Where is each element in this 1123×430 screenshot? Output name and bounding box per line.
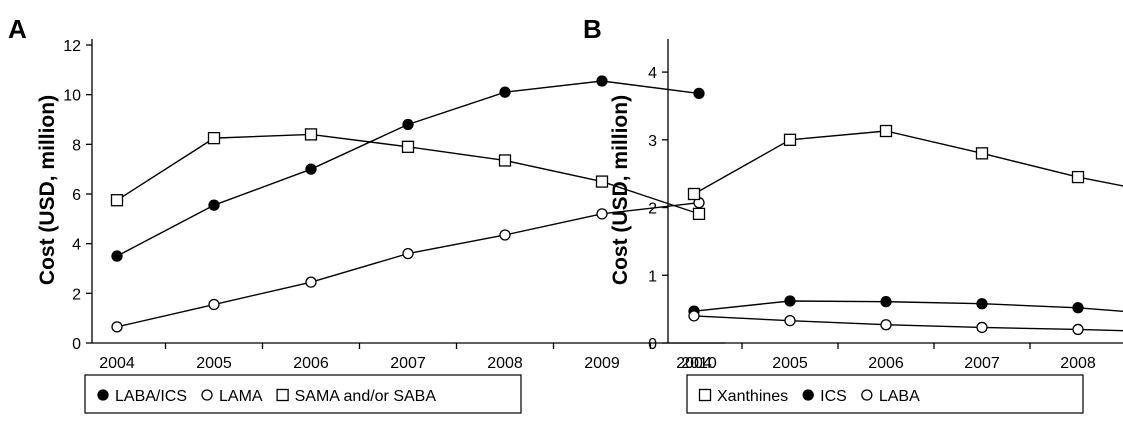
- legend-label: ICS: [820, 388, 847, 405]
- data-point: [402, 247, 414, 260]
- y-tick-label: 2: [648, 201, 657, 218]
- panel-a-series: [110, 75, 706, 333]
- data-point: [498, 154, 512, 167]
- data-point: [499, 229, 511, 241]
- panel-a-letter: A: [8, 14, 27, 44]
- series-ics: [688, 295, 1123, 317]
- series-laba: [688, 310, 1123, 336]
- data-point: [208, 199, 220, 211]
- data-point: [687, 187, 701, 201]
- legend-marker: [201, 389, 213, 401]
- legend-marker: [698, 388, 712, 402]
- panel-a-ylabel: Cost (USD, million): [36, 95, 59, 285]
- legend-marker: [861, 389, 873, 401]
- x-tick-label: 2005: [772, 355, 808, 372]
- y-tick-label: 2: [72, 286, 81, 303]
- data-point: [596, 75, 608, 87]
- y-tick-label: 6: [72, 187, 81, 204]
- x-tick-label: 2006: [293, 355, 329, 372]
- data-point: [976, 321, 988, 334]
- data-point: [499, 86, 511, 98]
- legend-label: LAMA: [219, 388, 263, 405]
- legend-label: SAMA and/or SABA: [295, 388, 437, 405]
- data-point: [111, 250, 123, 262]
- x-tick-label: 2004: [676, 355, 712, 372]
- series-lama: [111, 197, 705, 333]
- legend-marker: [802, 389, 814, 401]
- y-tick-label: 8: [72, 137, 81, 154]
- x-tick-label: 2007: [390, 355, 426, 372]
- legend-box: [84, 374, 522, 414]
- data-point: [1072, 323, 1084, 336]
- x-tick-label: 2004: [99, 355, 135, 372]
- series-laba-ics: [111, 75, 705, 262]
- x-tick-label: 2007: [964, 355, 1000, 372]
- data-point: [783, 133, 797, 146]
- data-point: [693, 87, 705, 100]
- data-point: [596, 208, 608, 220]
- data-point: [110, 194, 124, 207]
- data-point: [879, 124, 893, 138]
- panel-a-legend: LABA/ICS LAMA SAMA and/or SABA: [84, 374, 522, 414]
- series-line: [693, 315, 1123, 332]
- data-point: [880, 319, 892, 331]
- data-point: [401, 140, 415, 153]
- y-tick-label: 3: [648, 133, 657, 150]
- data-point: [976, 298, 988, 310]
- legend-marker: [276, 388, 289, 402]
- legend-label: LABA/ICS: [115, 388, 187, 405]
- x-tick-label: 2008: [487, 355, 523, 372]
- data-point: [208, 298, 220, 311]
- y-tick-label: 0: [648, 336, 657, 353]
- panel-b-series: [687, 124, 1123, 336]
- series-line: [693, 300, 1123, 312]
- data-point: [688, 310, 700, 322]
- data-point: [1072, 302, 1084, 314]
- data-point: [595, 175, 609, 188]
- data-point: [111, 321, 123, 333]
- y-tick-label: 0: [72, 336, 81, 353]
- x-tick-label: 2005: [196, 355, 232, 372]
- panel-b-letter: B: [583, 14, 602, 44]
- legend-label: LABA: [879, 388, 920, 405]
- x-tick-label: 2009: [584, 355, 620, 372]
- data-point: [304, 128, 318, 141]
- data-point: [207, 131, 221, 145]
- data-point: [784, 295, 796, 307]
- panel-b-legend: Xanthines ICS LABA: [686, 374, 1084, 414]
- panel-b-ylabel: Cost (USD, million): [609, 95, 632, 285]
- data-point: [305, 163, 317, 175]
- data-point: [692, 207, 706, 221]
- series-sama-and-or-saba: [110, 128, 706, 221]
- data-point: [1071, 170, 1085, 184]
- data-point: [975, 147, 989, 160]
- series-xanthines: [687, 124, 1123, 201]
- series-line: [693, 130, 1123, 195]
- legend-marker: [97, 389, 109, 401]
- y-tick-label: 4: [648, 65, 657, 82]
- x-tick-label: 2008: [1060, 355, 1096, 372]
- y-tick-label: 12: [63, 38, 81, 55]
- panel-b-axes: 012342004200520062007200820092010: [648, 39, 1123, 372]
- data-point: [402, 118, 414, 131]
- data-point: [784, 314, 796, 327]
- data-point: [305, 276, 317, 288]
- legend-box: [686, 374, 1084, 414]
- y-tick-label: 4: [72, 237, 81, 254]
- y-tick-label: 10: [63, 88, 81, 105]
- y-tick-label: 1: [648, 268, 657, 285]
- panel-b: B Cost (USD, million) 0 1 2 3 4 2004 2005 2006 2…: [583, 14, 1123, 414]
- legend-label: Xanthines: [717, 388, 788, 405]
- x-tick-label: 2006: [868, 355, 904, 372]
- x-tick-label: 2010: [681, 355, 717, 372]
- data-point: [880, 296, 892, 308]
